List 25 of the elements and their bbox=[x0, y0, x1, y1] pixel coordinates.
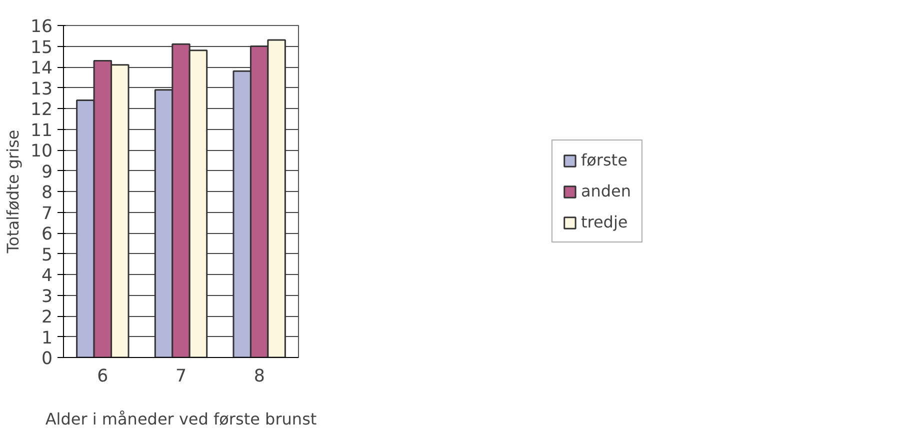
y-tick-label: 6 bbox=[41, 224, 53, 244]
y-tick-label: 10 bbox=[30, 142, 53, 162]
y-tick-label: 3 bbox=[41, 286, 53, 307]
y-tick-label: 9 bbox=[41, 162, 53, 182]
x-axis-title: Alder i måneder ved første brunst bbox=[45, 410, 317, 428]
y-tick-label: 1 bbox=[41, 328, 53, 348]
x-tick-label: 7 bbox=[175, 366, 187, 386]
y-tick-label: 4 bbox=[41, 266, 53, 286]
y-tick-label: 2 bbox=[41, 308, 53, 328]
y-tick-label: 8 bbox=[41, 183, 53, 203]
y-tick-label: 7 bbox=[41, 204, 53, 224]
y-tick-label: 5 bbox=[41, 245, 53, 266]
y-tick-label: 14 bbox=[30, 58, 53, 78]
legend-label: anden bbox=[580, 182, 632, 200]
legend-label: første bbox=[580, 150, 628, 170]
y-axis-title: Totalfødte grise bbox=[3, 130, 22, 254]
y-tick-label: 0 bbox=[41, 349, 53, 369]
y-tick-label: 11 bbox=[30, 120, 53, 141]
x-tick-label: 6 bbox=[97, 366, 108, 386]
y-tick-label: 13 bbox=[30, 79, 53, 100]
x-tick-label: 8 bbox=[254, 366, 265, 386]
legend-label: tredje bbox=[580, 212, 628, 232]
y-tick-label: 12 bbox=[30, 100, 53, 120]
y-tick-label: 16 bbox=[30, 17, 53, 37]
y-tick-label: 15 bbox=[30, 38, 53, 58]
